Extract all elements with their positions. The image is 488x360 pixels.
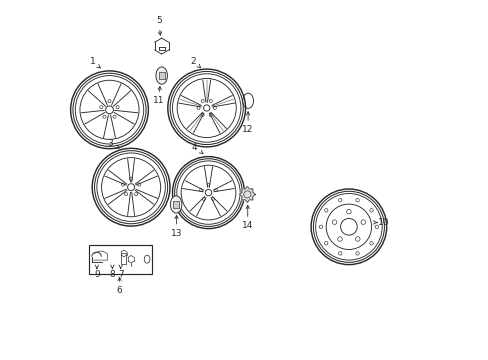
Text: 14: 14 <box>242 221 253 230</box>
Bar <box>173 201 179 208</box>
Text: 12: 12 <box>242 125 253 134</box>
Bar <box>121 253 126 264</box>
Bar <box>158 72 164 80</box>
Text: 8: 8 <box>109 270 115 279</box>
Text: 11: 11 <box>153 96 164 105</box>
Text: 1: 1 <box>89 57 95 66</box>
Bar <box>89 245 151 274</box>
Text: 3: 3 <box>107 139 113 148</box>
Text: 13: 13 <box>171 229 182 238</box>
Text: 10: 10 <box>377 218 389 227</box>
Text: 9: 9 <box>94 270 100 279</box>
Text: 2: 2 <box>190 57 196 66</box>
Polygon shape <box>239 186 255 202</box>
Text: 5: 5 <box>156 16 162 25</box>
Text: 6: 6 <box>117 286 122 295</box>
Ellipse shape <box>170 196 182 213</box>
Text: 4: 4 <box>192 143 197 152</box>
Text: 7: 7 <box>118 270 123 279</box>
Ellipse shape <box>156 67 167 84</box>
